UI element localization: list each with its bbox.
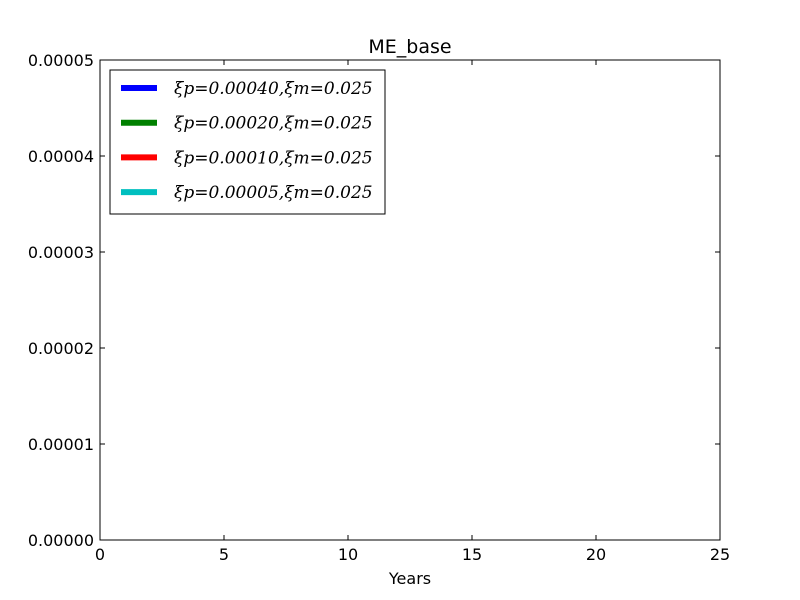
y-axis-tick-labels: 0.00000 0.00001 0.00002 0.00003 0.00004 0.000… — [28, 51, 94, 550]
y-tick-label: 0.00005 — [28, 51, 94, 70]
y-tick-label: 0.00004 — [28, 147, 94, 166]
y-tick-label: 0.00000 — [28, 531, 94, 550]
legend-label: ξp=0.00040,ξm=0.025 — [174, 79, 373, 99]
y-tick-label: 0.00001 — [28, 435, 94, 454]
legend-entries: ξp=0.00040,ξm=0.025 ξp=0.00020,ξm=0.025 ξp… — [121, 79, 373, 203]
x-tick-label: 25 — [710, 545, 730, 564]
x-tick-label: 15 — [462, 545, 482, 564]
y-tick-label: 0.00002 — [28, 339, 94, 358]
chart-title: ME_base — [368, 36, 451, 58]
x-axis-tick-labels: 0 5 10 15 20 25 — [95, 545, 730, 564]
legend: ξp=0.00040,ξm=0.025 ξp=0.00020,ξm=0.025 ξp… — [109, 69, 386, 215]
legend-label: ξp=0.00005,ξm=0.025 — [174, 183, 373, 203]
x-tick-label: 20 — [586, 545, 606, 564]
legend-label: ξp=0.00020,ξm=0.025 — [174, 114, 373, 134]
legend-label: ξp=0.00010,ξm=0.025 — [174, 148, 373, 168]
y-tick-label: 0.00003 — [28, 243, 94, 262]
x-tick-label: 0 — [95, 545, 105, 564]
x-axis-label: Years — [388, 569, 431, 588]
x-tick-label: 5 — [219, 545, 229, 564]
x-tick-label: 10 — [338, 545, 358, 564]
plot-frame — [99, 59, 721, 541]
